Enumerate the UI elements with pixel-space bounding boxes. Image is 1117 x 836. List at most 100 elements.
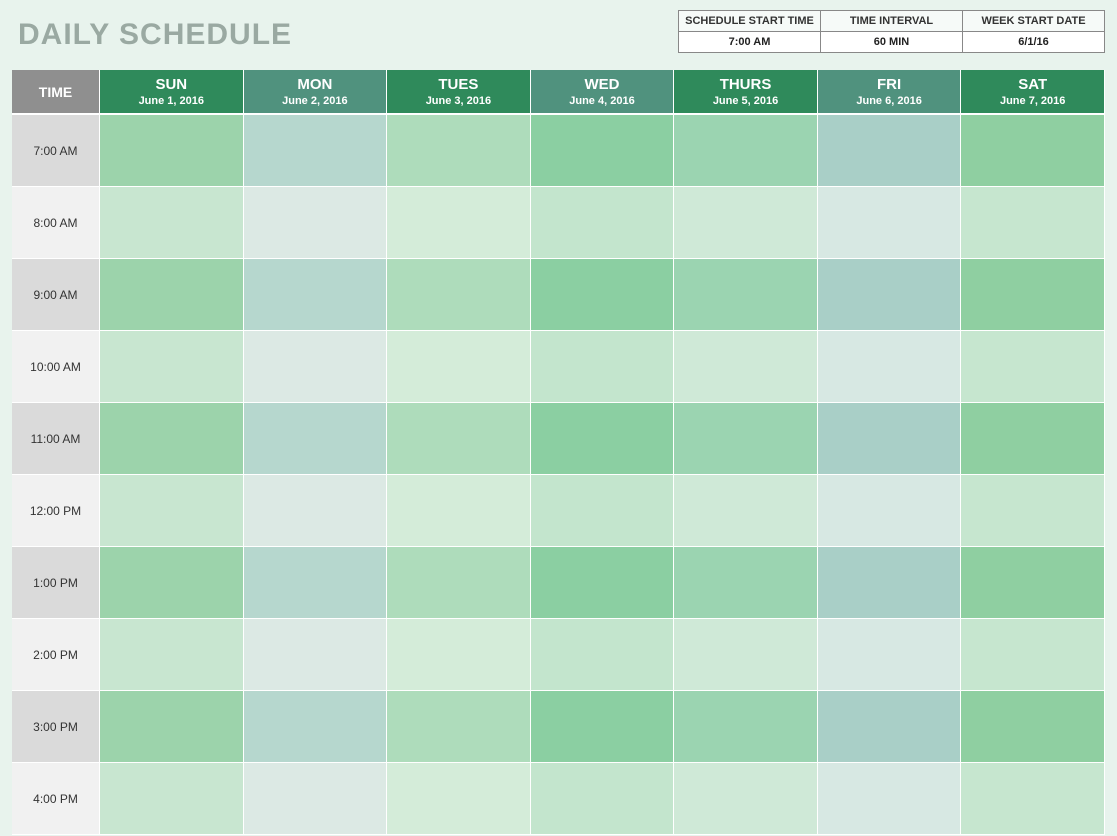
schedule-cell[interactable] — [531, 547, 675, 619]
schedule-cell[interactable] — [100, 691, 244, 763]
schedule-cell[interactable] — [818, 763, 962, 835]
schedule-cell[interactable] — [961, 259, 1105, 331]
schedule-cell[interactable] — [100, 331, 244, 403]
schedule-cell[interactable] — [387, 259, 531, 331]
schedule-cell[interactable] — [531, 403, 675, 475]
time-label: 2:00 PM — [12, 619, 100, 691]
schedule-cell[interactable] — [961, 619, 1105, 691]
schedule-cell[interactable] — [100, 547, 244, 619]
schedule-cell[interactable] — [100, 403, 244, 475]
schedule-cell[interactable] — [818, 619, 962, 691]
schedule-cell[interactable] — [244, 619, 388, 691]
schedule-cell[interactable] — [387, 763, 531, 835]
schedule-cell[interactable] — [531, 331, 675, 403]
day-header-dow: SAT — [961, 76, 1104, 93]
schedule-cell[interactable] — [674, 259, 818, 331]
schedule-row: 8:00 AM — [12, 187, 1105, 259]
day-header-wed: WED June 4, 2016 — [531, 70, 675, 115]
schedule-cell[interactable] — [674, 331, 818, 403]
schedule-cell[interactable] — [961, 187, 1105, 259]
day-header-dow: WED — [531, 76, 674, 93]
schedule-cell[interactable] — [818, 187, 962, 259]
day-header-mon: MONJune 2, 2016 — [244, 70, 388, 115]
schedule-cell[interactable] — [961, 763, 1105, 835]
schedule-cell[interactable] — [674, 115, 818, 187]
schedule-cell[interactable] — [674, 547, 818, 619]
schedule-cell[interactable] — [100, 475, 244, 547]
schedule-cell[interactable] — [531, 619, 675, 691]
schedule-cell[interactable] — [674, 619, 818, 691]
day-header-date: June 3, 2016 — [387, 95, 530, 107]
schedule-cell[interactable] — [387, 115, 531, 187]
schedule-cell[interactable] — [387, 547, 531, 619]
schedule-cell[interactable] — [244, 547, 388, 619]
schedule-cell[interactable] — [100, 259, 244, 331]
time-label: 3:00 PM — [12, 691, 100, 763]
day-header-dow: THURS — [674, 76, 817, 93]
schedule-row: 9:00 AM — [12, 259, 1105, 331]
schedule-row: 1:00 PM — [12, 547, 1105, 619]
time-label: 8:00 AM — [12, 187, 100, 259]
schedule-cell[interactable] — [531, 691, 675, 763]
day-header-date: June 2, 2016 — [244, 95, 387, 107]
schedule-cell[interactable] — [244, 403, 388, 475]
schedule-cell[interactable] — [961, 475, 1105, 547]
schedule-cell[interactable] — [387, 475, 531, 547]
schedule-cell[interactable] — [818, 691, 962, 763]
schedule-cell[interactable] — [100, 763, 244, 835]
schedule-cell[interactable] — [818, 115, 962, 187]
schedule-cell[interactable] — [961, 547, 1105, 619]
meta-value-interval[interactable]: 60 MIN — [821, 32, 963, 53]
schedule-cell[interactable] — [100, 115, 244, 187]
meta-settings-table: SCHEDULE START TIME TIME INTERVAL WEEK S… — [678, 10, 1105, 53]
schedule-cell[interactable] — [387, 331, 531, 403]
meta-value-start-time[interactable]: 7:00 AM — [679, 32, 821, 53]
schedule-cell[interactable] — [818, 259, 962, 331]
schedule-cell[interactable] — [674, 187, 818, 259]
schedule-grid: TIMESUNJune 1, 2016MONJune 2, 2016TUESJu… — [12, 70, 1105, 835]
schedule-cell[interactable] — [674, 691, 818, 763]
schedule-cell[interactable] — [961, 691, 1105, 763]
schedule-cell[interactable] — [387, 187, 531, 259]
schedule-cell[interactable] — [531, 187, 675, 259]
schedule-cell[interactable] — [531, 259, 675, 331]
schedule-cell[interactable] — [818, 475, 962, 547]
schedule-cell[interactable] — [674, 763, 818, 835]
schedule-cell[interactable] — [244, 259, 388, 331]
schedule-cell[interactable] — [818, 403, 962, 475]
schedule-cell[interactable] — [531, 763, 675, 835]
schedule-cell[interactable] — [961, 331, 1105, 403]
schedule-cell[interactable] — [244, 115, 388, 187]
schedule-cell[interactable] — [961, 115, 1105, 187]
day-header-date: June 1, 2016 — [100, 95, 243, 107]
page-title: DAILY SCHEDULE — [18, 10, 292, 52]
schedule-cell[interactable] — [531, 475, 675, 547]
schedule-cell[interactable] — [244, 475, 388, 547]
day-header-dow: SUN — [100, 76, 243, 93]
meta-value-week-start[interactable]: 6/1/16 — [963, 32, 1105, 53]
schedule-cell[interactable] — [244, 691, 388, 763]
schedule-cell[interactable] — [244, 763, 388, 835]
day-header-fri: FRIJune 6, 2016 — [818, 70, 962, 115]
day-header-date: June 4, 2016 — [531, 95, 674, 107]
schedule-cell[interactable] — [387, 403, 531, 475]
schedule-cell[interactable] — [818, 547, 962, 619]
time-label: 11:00 AM — [12, 403, 100, 475]
schedule-cell[interactable] — [674, 403, 818, 475]
schedule-cell[interactable] — [100, 619, 244, 691]
schedule-cell[interactable] — [387, 691, 531, 763]
schedule-cell[interactable] — [100, 187, 244, 259]
schedule-cell[interactable] — [818, 331, 962, 403]
schedule-row: 4:00 PM — [12, 763, 1105, 835]
schedule-cell[interactable] — [531, 115, 675, 187]
time-label: 10:00 AM — [12, 331, 100, 403]
day-header-thurs: THURSJune 5, 2016 — [674, 70, 818, 115]
schedule-cell[interactable] — [244, 187, 388, 259]
meta-header-start-time: SCHEDULE START TIME — [679, 11, 821, 32]
schedule-cell[interactable] — [387, 619, 531, 691]
schedule-cell[interactable] — [674, 475, 818, 547]
schedule-cell[interactable] — [244, 331, 388, 403]
day-header-date: June 6, 2016 — [818, 95, 961, 107]
schedule-cell[interactable] — [961, 403, 1105, 475]
day-header-date: June 7, 2016 — [961, 95, 1104, 107]
